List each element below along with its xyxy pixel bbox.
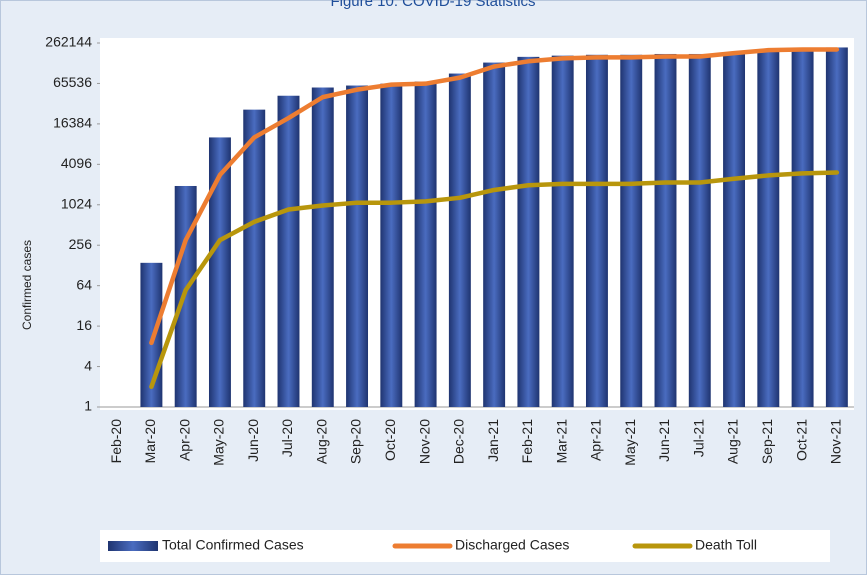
x-tick-label: Feb-21 — [519, 419, 535, 464]
x-tick-label: Mar-21 — [553, 419, 569, 464]
legend-label: Total Confirmed Cases — [162, 537, 304, 553]
x-tick-label: Feb-20 — [108, 419, 124, 464]
y-tick-label: 1024 — [61, 195, 92, 211]
bar — [448, 73, 471, 408]
x-tick-label: Jun-20 — [245, 419, 261, 462]
line — [149, 47, 840, 346]
bar — [208, 137, 231, 408]
x-tick-label: Apr-21 — [588, 419, 604, 461]
x-tick-label: Oct-20 — [382, 419, 398, 461]
legend-swatch — [108, 541, 158, 551]
line — [149, 170, 840, 390]
y-tick-label: 16 — [76, 317, 92, 333]
y-tick-label: 4 — [84, 357, 92, 373]
bar — [688, 53, 711, 408]
y-tick-label: 64 — [76, 276, 92, 292]
y-tick-label: 16384 — [53, 115, 92, 131]
x-tick-label: Jul-20 — [279, 419, 295, 457]
x-tick-label: Jun-21 — [656, 419, 672, 462]
x-tick-label: Sep-20 — [348, 419, 364, 464]
x-tick-label: Apr-20 — [176, 419, 192, 461]
bar — [757, 50, 780, 408]
x-tick-label: Jul-21 — [690, 419, 706, 457]
y-tick-label: 256 — [69, 236, 93, 252]
bar — [723, 52, 746, 408]
legend-box — [100, 530, 830, 562]
x-tick-label: Oct-21 — [793, 419, 809, 461]
bar — [243, 109, 266, 407]
y-tick-label: 262144 — [45, 34, 92, 50]
bar — [346, 85, 369, 407]
y-axis-label: Confirmed cases — [20, 240, 34, 330]
bar — [654, 53, 677, 408]
x-tick-label: Sep-21 — [759, 419, 775, 464]
bar — [380, 83, 403, 408]
x-tick-label: Mar-20 — [142, 419, 158, 464]
bar — [620, 54, 643, 408]
legend-label: Discharged Cases — [455, 537, 569, 553]
x-tick-label: Jan-21 — [485, 419, 501, 462]
x-tick-label: Dec-20 — [451, 419, 467, 464]
bar — [551, 55, 574, 407]
x-tick-label: May-20 — [211, 419, 227, 466]
bar — [311, 87, 334, 408]
chart-title: Figure 10: COVID-19 Statistics — [330, 0, 535, 10]
x-tick-label: Nov-21 — [828, 419, 844, 464]
x-tick-label: May-21 — [622, 419, 638, 466]
x-tick-label: Aug-20 — [313, 419, 329, 464]
bar — [791, 48, 814, 407]
x-tick-label: Aug-21 — [725, 419, 741, 464]
bar — [517, 56, 540, 407]
bar — [825, 47, 848, 408]
bar — [585, 54, 608, 408]
y-tick-label: 65536 — [53, 74, 92, 90]
x-tick-label: Nov-20 — [416, 419, 432, 464]
bar — [277, 95, 300, 408]
bar — [483, 62, 506, 408]
bar — [414, 81, 437, 407]
y-tick-label: 4096 — [61, 155, 92, 171]
y-tick-label: 1 — [84, 398, 92, 414]
legend-label: Death Toll — [695, 537, 757, 553]
